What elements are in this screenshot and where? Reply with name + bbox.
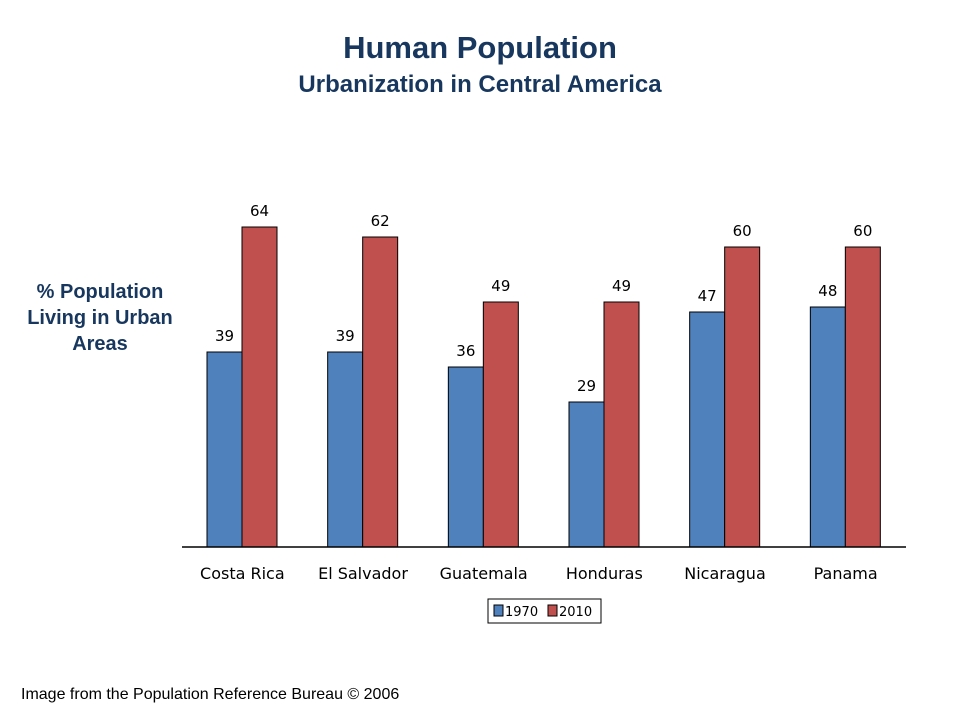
legend-box bbox=[487, 598, 602, 624]
bar-costa-rica-1970 bbox=[206, 351, 243, 548]
y-axis-label-line-3: Areas bbox=[72, 333, 128, 355]
data-label-nicaragua-2010: 60 bbox=[733, 222, 752, 240]
data-label-guatemala-1970: 36 bbox=[456, 342, 475, 360]
data-label-panama-1970: 48 bbox=[818, 282, 837, 300]
chart-subtitle: Urbanization in Central America bbox=[298, 71, 662, 98]
x-tick-label-guatemala: Guatemala bbox=[440, 564, 528, 583]
data-label-nicaragua-1970: 47 bbox=[698, 287, 717, 305]
y-axis-label-line-2: Living in Urban bbox=[27, 307, 173, 329]
data-label-costa-rica-2010: 64 bbox=[250, 202, 269, 220]
bar-nicaragua-2010 bbox=[724, 246, 761, 548]
data-label-guatemala-2010: 49 bbox=[491, 277, 510, 295]
legend-label-2010: 2010 bbox=[559, 605, 592, 620]
bar-panama-2010 bbox=[844, 246, 881, 548]
y-axis-label: % Population Living in Urban Areas bbox=[0, 279, 200, 357]
x-tick-label-costa-rica: Costa Rica bbox=[200, 564, 285, 583]
data-label-el-salvador-1970: 39 bbox=[336, 327, 355, 345]
bar-guatemala-2010 bbox=[482, 301, 519, 548]
data-label-honduras-2010: 49 bbox=[612, 277, 631, 295]
bar-guatemala-1970 bbox=[447, 366, 484, 548]
data-label-costa-rica-1970: 39 bbox=[215, 327, 234, 345]
data-label-honduras-1970: 29 bbox=[577, 377, 596, 395]
y-axis-label-line-1: % Population bbox=[36, 281, 164, 303]
data-label-panama-2010: 60 bbox=[853, 222, 872, 240]
legend-swatch-1970 bbox=[493, 604, 504, 617]
x-tick-label-el-salvador: El Salvador bbox=[318, 564, 408, 583]
bar-panama-1970 bbox=[809, 306, 846, 548]
bar-honduras-1970 bbox=[568, 401, 605, 548]
bar-honduras-2010 bbox=[603, 301, 640, 548]
bar-nicaragua-1970 bbox=[689, 311, 726, 548]
bar-costa-rica-2010 bbox=[241, 226, 278, 548]
source-credit: Image from the Population Reference Bure… bbox=[21, 686, 400, 703]
x-tick-label-nicaragua: Nicaragua bbox=[684, 564, 766, 583]
bar-el-salvador-1970 bbox=[327, 351, 364, 548]
legend-label-1970: 1970 bbox=[505, 605, 538, 620]
data-label-el-salvador-2010: 62 bbox=[371, 212, 390, 230]
bar-el-salvador-2010 bbox=[362, 236, 399, 548]
x-tick-label-panama: Panama bbox=[814, 564, 878, 583]
x-tick-label-honduras: Honduras bbox=[566, 564, 643, 583]
chart-title: Human Population bbox=[343, 30, 617, 65]
legend-swatch-2010 bbox=[547, 604, 558, 617]
